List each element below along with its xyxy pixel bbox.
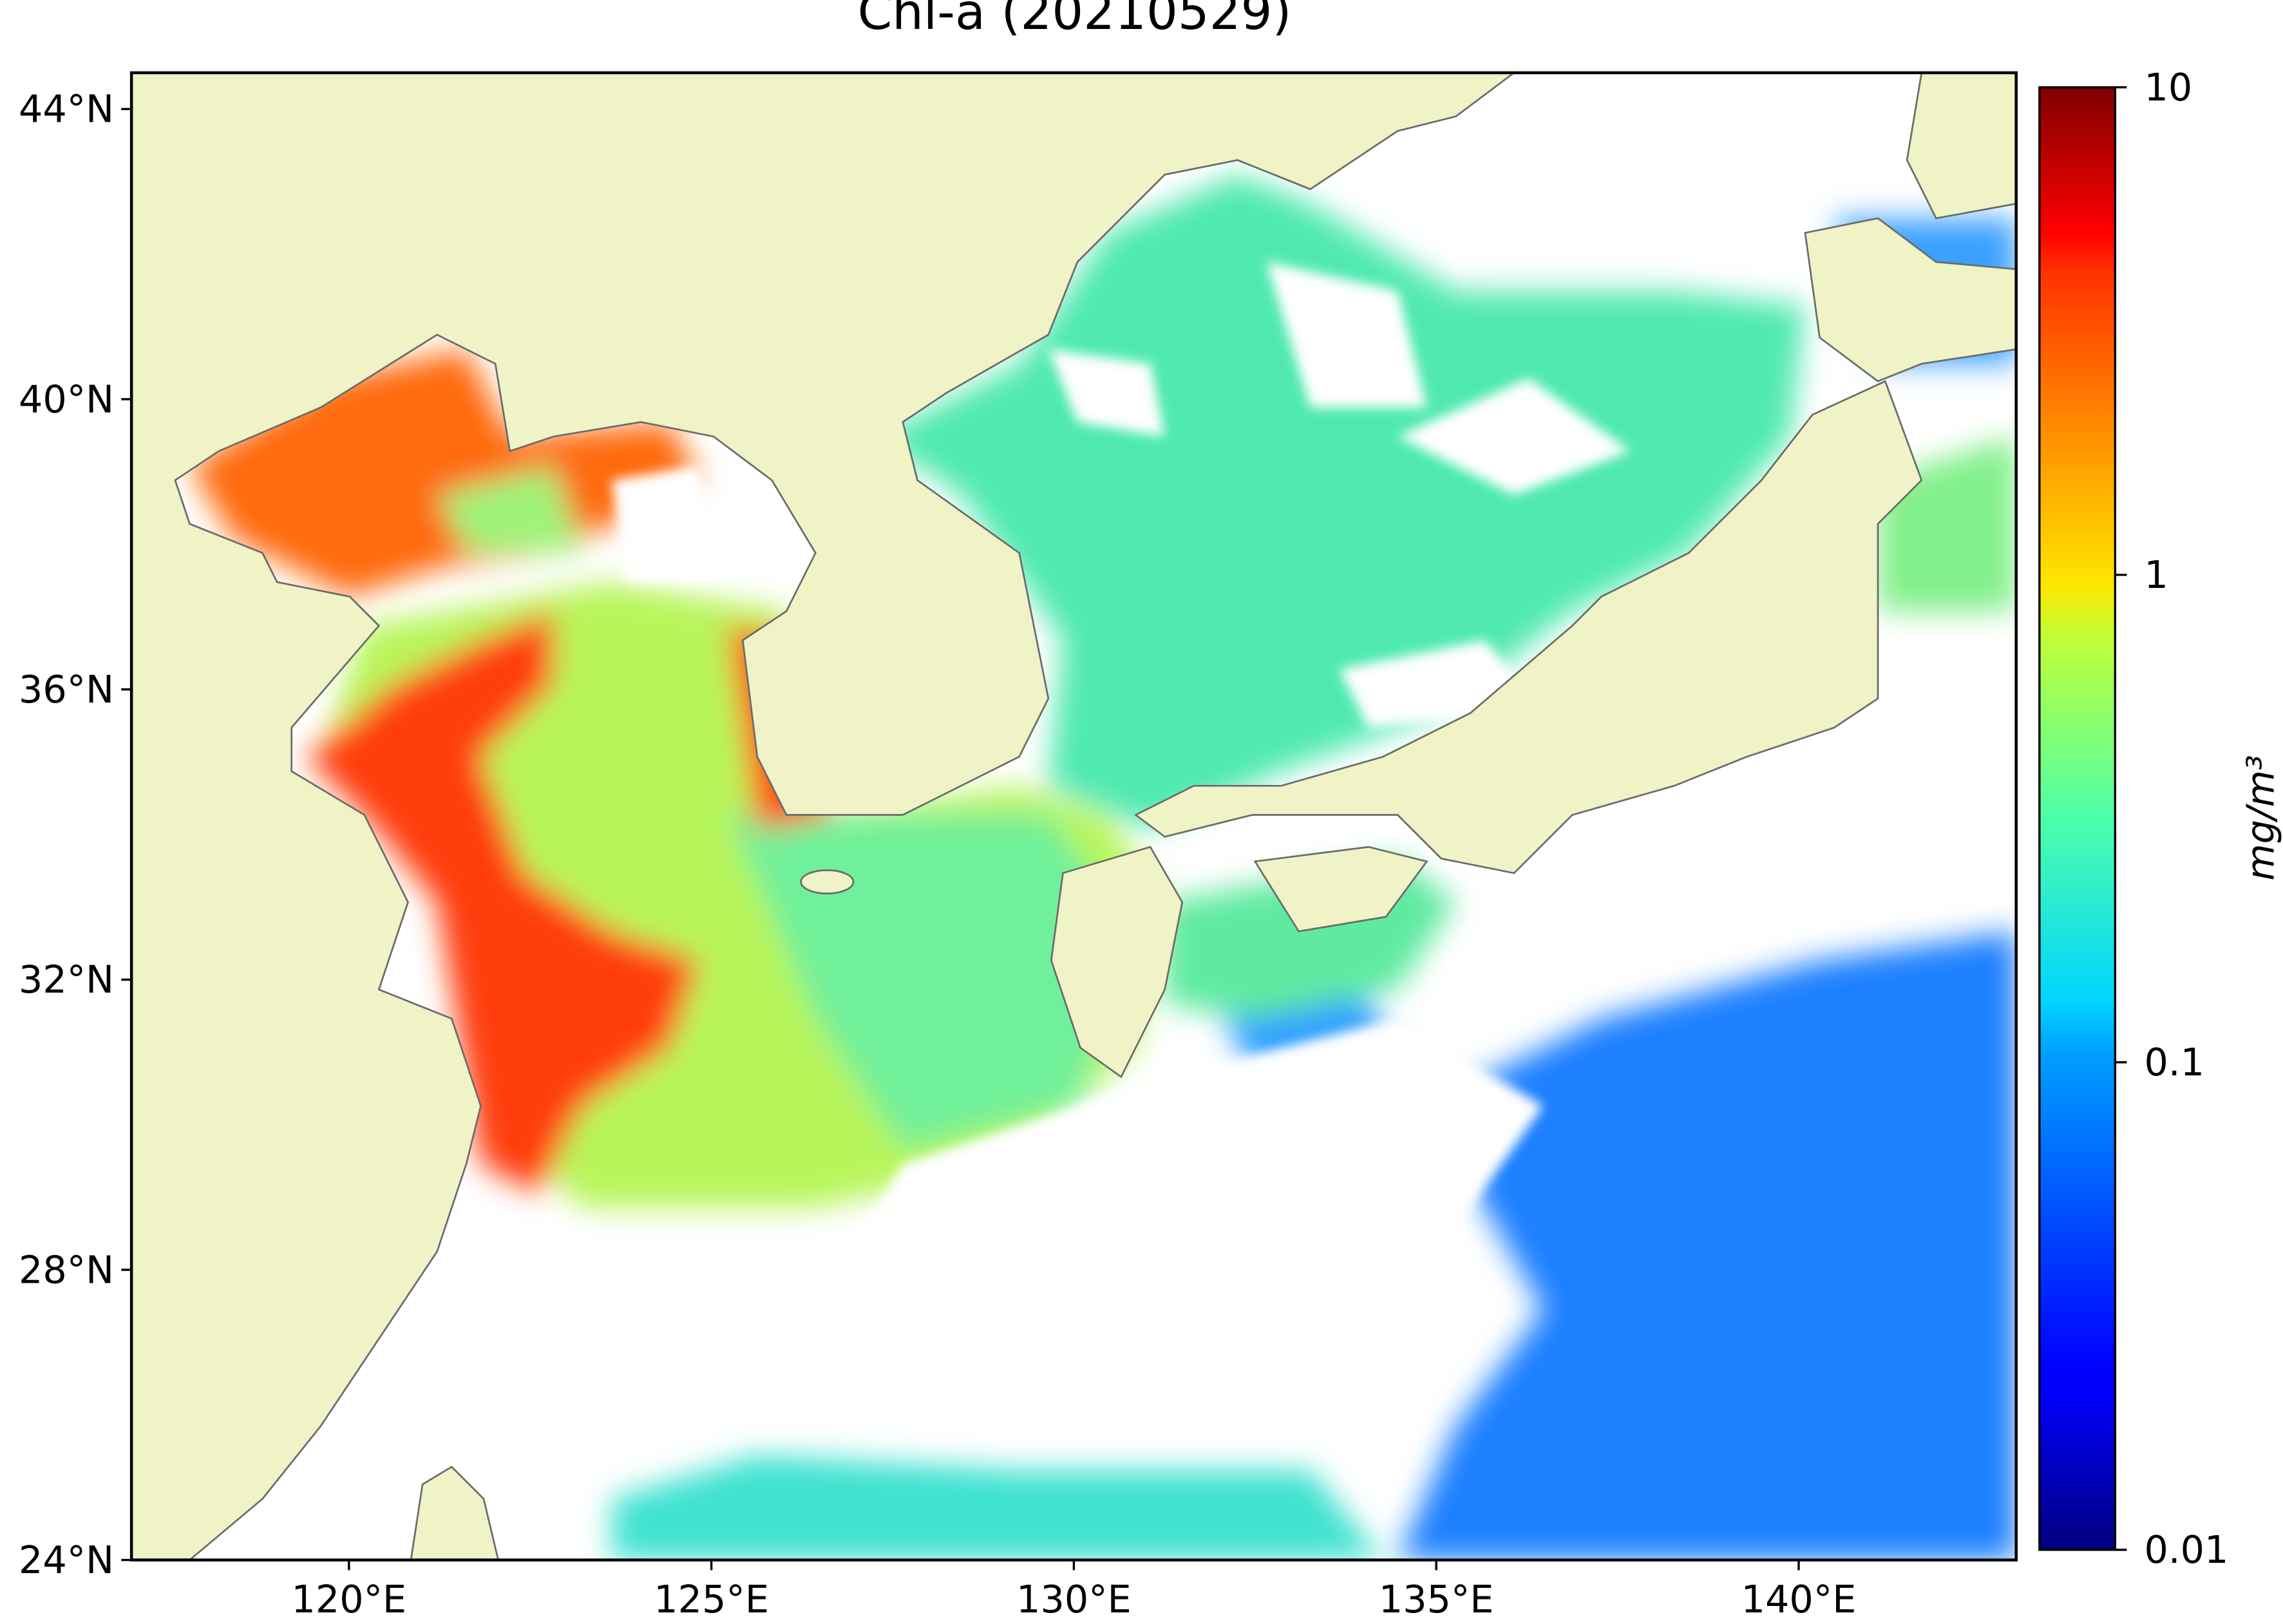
y-tick-label: 32°N bbox=[19, 958, 114, 1002]
colorbar-tick-label: 0.1 bbox=[2145, 1040, 2204, 1084]
colorbar-tick-label: 1 bbox=[2145, 552, 2168, 597]
x-tick-label: 135°E bbox=[1379, 1577, 1494, 1621]
y-tick-label: 40°N bbox=[19, 377, 114, 421]
colorbar-label: mg/m³ bbox=[2239, 755, 2283, 880]
x-tick-label: 130°E bbox=[1016, 1577, 1132, 1621]
map bbox=[131, 72, 2016, 1560]
y-tick-label: 28°N bbox=[19, 1247, 114, 1292]
x-tick-label: 120°E bbox=[292, 1577, 407, 1621]
y-tick-label: 36°N bbox=[19, 667, 114, 712]
x-tick-label: 125°E bbox=[654, 1577, 769, 1621]
colorbar-tick-label: 0.01 bbox=[2145, 1527, 2229, 1572]
chart-title: Chl-a (20210529) bbox=[858, 0, 1292, 41]
x-tick-label: 140°E bbox=[1741, 1577, 1857, 1621]
y-tick-label: 44°N bbox=[19, 87, 114, 131]
colorbar-tick-label: 10 bbox=[2145, 65, 2193, 109]
y-tick-label: 24°N bbox=[19, 1538, 114, 1582]
colorbar bbox=[2039, 87, 2116, 1550]
colorbar-frame bbox=[2038, 86, 2117, 1551]
